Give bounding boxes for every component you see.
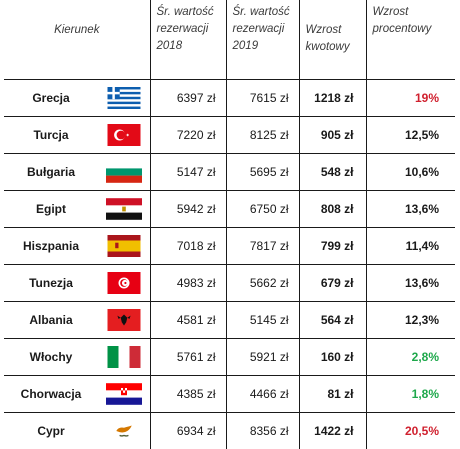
- growth-pct-value: 13,6%: [366, 191, 455, 228]
- destination-name: Włochy: [4, 339, 98, 376]
- flag-cell: [98, 228, 150, 265]
- destination-name: Chorwacja: [4, 376, 98, 413]
- destination-name: Turcja: [4, 117, 98, 154]
- destination-name: Bułgaria: [4, 154, 98, 191]
- growth-pct-value: 12,3%: [366, 302, 455, 339]
- flag-cell: [98, 413, 150, 449]
- growth-abs-value: 81 zł: [299, 376, 366, 413]
- growth-abs-value: 905 zł: [299, 117, 366, 154]
- destination-name: Tunezja: [4, 265, 98, 302]
- flag-cell: [98, 80, 150, 117]
- avg-2019-value: 5662 zł: [226, 265, 299, 302]
- egypt-flag-icon: [106, 198, 142, 220]
- destination-name: Grecja: [4, 80, 98, 117]
- growth-abs-value: 679 zł: [299, 265, 366, 302]
- growth-pct-value: 20,5%: [366, 413, 455, 449]
- avg-2018-value: 6397 zł: [150, 80, 226, 117]
- destination-name: Egipt: [4, 191, 98, 228]
- growth-abs-value: 799 zł: [299, 228, 366, 265]
- growth-pct-value: 10,6%: [366, 154, 455, 191]
- flag-cell: [98, 376, 150, 413]
- avg-2019-value: 8125 zł: [226, 117, 299, 154]
- header-destination: Kierunek: [4, 0, 150, 80]
- avg-2019-value: 4466 zł: [226, 376, 299, 413]
- flag-cell: [98, 339, 150, 376]
- growth-pct-value: 2,8%: [366, 339, 455, 376]
- growth-abs-value: 564 zł: [299, 302, 366, 339]
- growth-pct-value: 13,6%: [366, 265, 455, 302]
- albania-flag-icon: [106, 309, 142, 331]
- greece-flag-icon: [106, 87, 142, 109]
- growth-abs-value: 1422 zł: [299, 413, 366, 449]
- avg-2019-value: 7615 zł: [226, 80, 299, 117]
- growth-pct-value: 12,5%: [366, 117, 455, 154]
- growth-pct-value: 1,8%: [366, 376, 455, 413]
- cyprus-flag-icon: [106, 420, 142, 442]
- croatia-flag-icon: [106, 383, 142, 405]
- avg-2018-value: 5942 zł: [150, 191, 226, 228]
- growth-abs-value: 548 zł: [299, 154, 366, 191]
- italy-flag-icon: [106, 346, 142, 368]
- avg-2018-value: 4983 zł: [150, 265, 226, 302]
- flag-cell: [98, 117, 150, 154]
- avg-2018-value: 4581 zł: [150, 302, 226, 339]
- avg-2018-value: 7018 zł: [150, 228, 226, 265]
- avg-2018-value: 4385 zł: [150, 376, 226, 413]
- destination-name: Albania: [4, 302, 98, 339]
- tunisia-flag-icon: [106, 272, 142, 294]
- avg-2019-value: 5145 zł: [226, 302, 299, 339]
- flag-cell: [98, 302, 150, 339]
- avg-2019-value: 6750 zł: [226, 191, 299, 228]
- growth-abs-value: 1218 zł: [299, 80, 366, 117]
- flag-cell: [98, 154, 150, 191]
- avg-2019-value: 5695 zł: [226, 154, 299, 191]
- turkey-flag-icon: [106, 124, 142, 146]
- avg-2018-value: 6934 zł: [150, 413, 226, 449]
- avg-2019-value: 5921 zł: [226, 339, 299, 376]
- avg-2018-value: 5761 zł: [150, 339, 226, 376]
- avg-2018-value: 5147 zł: [150, 154, 226, 191]
- destination-name: Cypr: [4, 413, 98, 449]
- growth-abs-value: 808 zł: [299, 191, 366, 228]
- growth-abs-value: 160 zł: [299, 339, 366, 376]
- growth-pct-value: 11,4%: [366, 228, 455, 265]
- growth-pct-value: 19%: [366, 80, 455, 117]
- bulgaria-flag-icon: [106, 161, 142, 183]
- avg-2018-value: 7220 zł: [150, 117, 226, 154]
- avg-2019-value: 8356 zł: [226, 413, 299, 449]
- spain-flag-icon: [106, 235, 142, 257]
- avg-2019-value: 7817 zł: [226, 228, 299, 265]
- flag-cell: [98, 265, 150, 302]
- flag-cell: [98, 191, 150, 228]
- destination-name: Hiszpania: [4, 228, 98, 265]
